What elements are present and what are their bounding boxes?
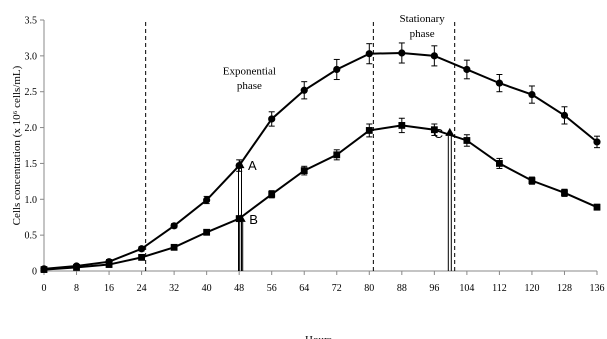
x-tick-label: 96	[429, 283, 439, 294]
data-point	[268, 190, 276, 198]
y-tick-label: 1.5	[25, 159, 38, 170]
phase-annotation: Exponential	[223, 66, 276, 78]
y-tick-label: 3.5	[25, 16, 38, 27]
data-point	[137, 245, 146, 253]
x-tick-label: 128	[557, 283, 572, 294]
data-point	[300, 86, 308, 94]
data-point	[203, 196, 211, 204]
marker-triangle	[445, 127, 455, 136]
marker-label: B	[249, 212, 258, 227]
data-point	[73, 264, 80, 271]
data-point	[105, 261, 113, 268]
x-tick-label: 88	[397, 283, 407, 294]
data-point	[40, 266, 48, 273]
data-point	[561, 189, 568, 197]
sample-marker-b: B	[236, 212, 258, 271]
data-point	[333, 65, 341, 74]
data-point	[528, 177, 536, 185]
marker-triangle	[236, 213, 246, 222]
x-tick-label: 112	[492, 283, 507, 294]
sample-marker-c: C	[434, 126, 455, 271]
series-line	[43, 51, 598, 270]
data-point	[430, 126, 438, 134]
x-tick-label: 16	[104, 283, 114, 294]
y-tick-label: 3.0	[25, 51, 38, 62]
x-tick-label: 64	[299, 283, 309, 294]
x-tick-label: 32	[169, 283, 179, 294]
y-axis-title: Cells concentration (x 10⁶ cells/mL)	[11, 65, 23, 225]
data-point	[398, 122, 406, 129]
data-point	[138, 253, 145, 261]
data-point	[593, 138, 601, 146]
data-point	[593, 203, 601, 211]
phase-annotation: phase	[410, 28, 435, 40]
data-point	[203, 228, 211, 236]
data-point	[528, 90, 536, 99]
x-tick-label: 8	[74, 283, 79, 294]
data-point	[398, 49, 406, 57]
x-tick-label: 0	[42, 283, 47, 294]
phase-annotation: phase	[237, 80, 262, 92]
x-tick-label: 120	[524, 283, 539, 294]
marker-label: A	[248, 158, 257, 173]
x-tick-label: 48	[234, 283, 244, 294]
x-tick-label: 80	[364, 283, 374, 294]
data-point	[496, 160, 503, 167]
x-tick-label: 56	[267, 283, 277, 294]
annotations: Exponential phase Stationary phase A B C	[223, 13, 455, 271]
y-tick-label: 1.0	[25, 195, 38, 206]
x-tick-label: 72	[332, 283, 342, 294]
phase-annotation: Stationary	[400, 13, 446, 25]
y-tick-label: 2.5	[25, 87, 38, 98]
x-tick-label: 104	[459, 283, 474, 294]
data-point	[495, 79, 504, 87]
phase-lines	[145, 22, 456, 271]
y-tick-label: 0	[32, 267, 37, 278]
data-point	[170, 222, 178, 230]
data-point	[268, 115, 276, 123]
data-point	[463, 65, 471, 74]
series-1	[40, 42, 601, 273]
data-point	[463, 137, 471, 144]
axes: 0 0.5 1.0 1.5 2.0 2.5 3.0 3.5 0 8 16 24 32 40 48 56 64 72…	[11, 16, 605, 339]
series-layer	[40, 42, 601, 273]
data-point	[300, 167, 308, 174]
series-line	[43, 124, 598, 271]
x-tick-label: 136	[590, 283, 605, 294]
series-2	[40, 117, 601, 273]
x-tick-label: 40	[202, 283, 212, 294]
marker-triangle	[235, 160, 245, 169]
x-tick-label: 24	[137, 283, 147, 294]
x-axis-title: Hours	[305, 334, 332, 339]
y-tick-label: 2.0	[25, 123, 38, 134]
data-point	[365, 50, 373, 58]
data-point	[170, 243, 178, 251]
data-point	[560, 111, 569, 119]
data-point	[365, 127, 373, 134]
y-tick-label: 0.5	[25, 231, 38, 242]
marker-label: C	[434, 126, 443, 141]
data-point	[333, 151, 341, 159]
data-point	[430, 52, 438, 60]
